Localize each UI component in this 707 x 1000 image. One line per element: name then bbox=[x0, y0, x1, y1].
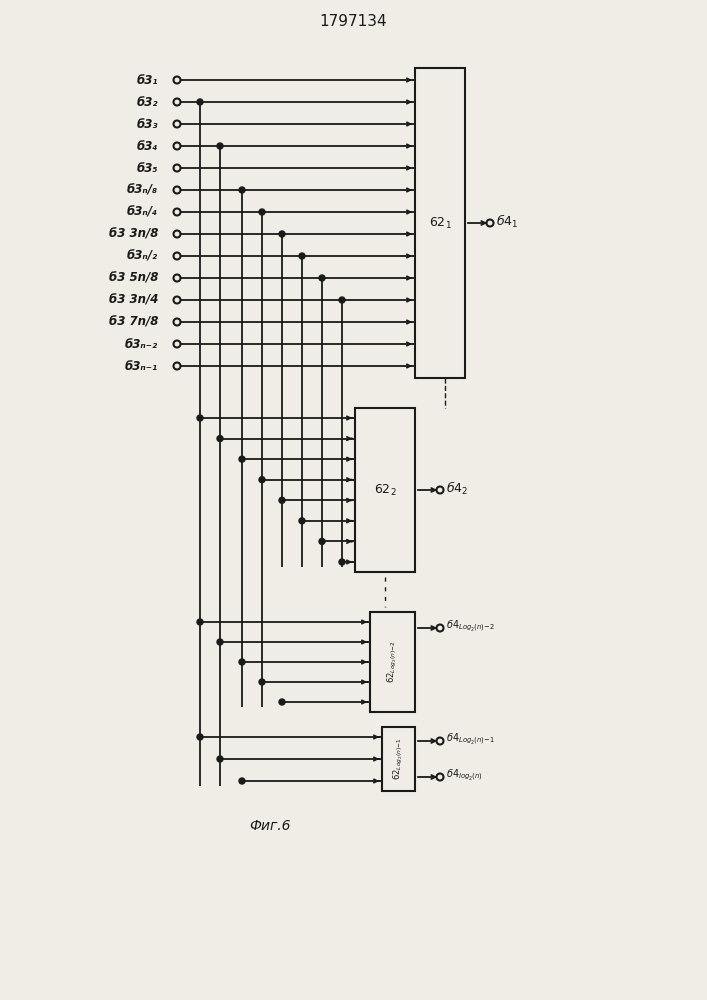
Text: $\it{б4_2}$: $\it{б4_2}$ bbox=[446, 479, 469, 497]
Circle shape bbox=[217, 639, 223, 645]
Text: $\it{62_{Log_2(n)\!-\!2}}$: $\it{62_{Log_2(n)\!-\!2}}$ bbox=[386, 641, 399, 683]
Circle shape bbox=[259, 477, 265, 483]
Circle shape bbox=[217, 756, 223, 762]
Text: $\it{62_2}$: $\it{62_2}$ bbox=[374, 482, 397, 498]
Circle shape bbox=[339, 297, 345, 303]
Circle shape bbox=[197, 734, 203, 740]
Circle shape bbox=[299, 253, 305, 259]
Circle shape bbox=[279, 231, 285, 237]
Circle shape bbox=[279, 497, 285, 503]
Circle shape bbox=[259, 679, 265, 685]
Text: б3 3n/8: б3 3n/8 bbox=[109, 228, 158, 240]
Text: б3ₙ₋₁: б3ₙ₋₁ bbox=[125, 360, 158, 372]
Text: $\it{б4_{log_2(n)}}$: $\it{б4_{log_2(n)}}$ bbox=[446, 767, 483, 783]
Text: $\it{б4_{Log_2(n)\!-\!1}}$: $\it{б4_{Log_2(n)\!-\!1}}$ bbox=[446, 731, 496, 747]
Text: 1797134: 1797134 bbox=[319, 14, 387, 29]
Text: Фиг.6: Фиг.6 bbox=[250, 819, 291, 833]
Text: $\it{б4_1}$: $\it{б4_1}$ bbox=[496, 212, 518, 230]
Text: б3 5n/8: б3 5n/8 bbox=[109, 271, 158, 284]
Bar bbox=[370, 612, 415, 712]
Text: б3ₙ/₄: б3ₙ/₄ bbox=[127, 206, 158, 219]
Text: б3₁: б3₁ bbox=[136, 74, 158, 87]
Circle shape bbox=[239, 187, 245, 193]
Bar bbox=[415, 68, 465, 378]
Text: б3₂: б3₂ bbox=[136, 96, 158, 108]
Text: б3₅: б3₅ bbox=[136, 161, 158, 174]
Circle shape bbox=[197, 415, 203, 421]
Circle shape bbox=[239, 778, 245, 784]
Circle shape bbox=[217, 436, 223, 442]
Bar bbox=[382, 727, 415, 791]
Circle shape bbox=[319, 275, 325, 281]
Bar bbox=[355, 408, 415, 572]
Text: б3ₙ₋₂: б3ₙ₋₂ bbox=[125, 338, 158, 351]
Text: $\it{б4_{Log_2(n)\!-\!2}}$: $\it{б4_{Log_2(n)\!-\!2}}$ bbox=[446, 618, 495, 634]
Text: б3ₙ/₈: б3ₙ/₈ bbox=[127, 184, 158, 196]
Text: б3ₙ/₂: б3ₙ/₂ bbox=[127, 249, 158, 262]
Text: $\it{62_1}$: $\it{62_1}$ bbox=[428, 215, 451, 231]
Circle shape bbox=[259, 209, 265, 215]
Text: б3 3n/4: б3 3n/4 bbox=[109, 294, 158, 306]
Circle shape bbox=[217, 143, 223, 149]
Circle shape bbox=[279, 699, 285, 705]
Text: б3 7n/8: б3 7n/8 bbox=[109, 316, 158, 328]
Text: $\it{62_{Log_2(n)\!-\!1}}$: $\it{62_{Log_2(n)\!-\!1}}$ bbox=[392, 738, 405, 780]
Circle shape bbox=[339, 559, 345, 565]
Circle shape bbox=[299, 518, 305, 524]
Text: б3₄: б3₄ bbox=[136, 139, 158, 152]
Circle shape bbox=[197, 619, 203, 625]
Text: б3₃: б3₃ bbox=[136, 117, 158, 130]
Circle shape bbox=[319, 538, 325, 544]
Circle shape bbox=[239, 659, 245, 665]
Circle shape bbox=[239, 456, 245, 462]
Circle shape bbox=[197, 99, 203, 105]
